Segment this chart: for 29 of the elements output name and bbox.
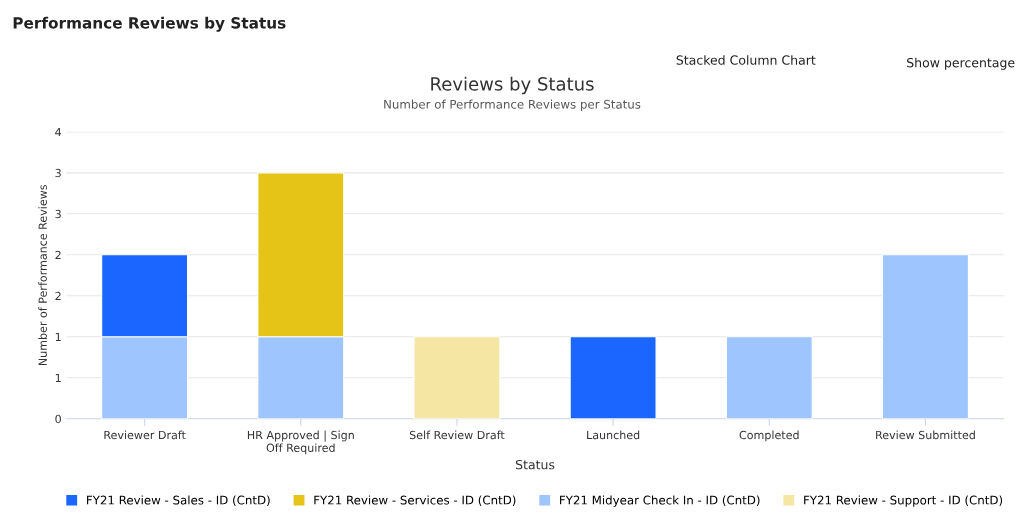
y-tick-label: 3 bbox=[55, 168, 61, 178]
legend-label: FY21 Review - Sales - ID (CntD) bbox=[87, 495, 270, 506]
y-tick-label: 3 bbox=[55, 209, 61, 219]
y-tick-label: 0 bbox=[55, 414, 61, 424]
y-tick-label: 2 bbox=[55, 250, 61, 260]
x-tick-label: HR Approved | Sign Off Required bbox=[247, 430, 354, 455]
text: Show percentage bbox=[907, 57, 1015, 70]
y-axis-title: Number of Performance Reviews bbox=[38, 184, 47, 366]
bar bbox=[881, 254, 969, 419]
x-tick-label: Reviewer Draft bbox=[104, 430, 186, 440]
legend-label: FY21 Review - Support - ID (CntD) bbox=[804, 495, 1003, 507]
legend-label: FY21 Midyear Check In - ID (CntD) bbox=[560, 495, 760, 507]
x-axis-title: Status bbox=[515, 459, 555, 470]
legend-label: FY21 Review - Services - ID (CntD) bbox=[314, 495, 516, 506]
y-tick-label: 1 bbox=[55, 332, 61, 342]
x-tick-label: Self Review Draft bbox=[409, 430, 505, 440]
chart-title: Reviews by Status bbox=[431, 76, 594, 95]
x-tick-label: Completed bbox=[739, 430, 799, 442]
chart-subtitle: Number of Performance Reviews per Status bbox=[384, 99, 641, 112]
y-tick-label: 1 bbox=[55, 373, 61, 382]
bar bbox=[569, 336, 657, 419]
x-tick-label: Review Submitted bbox=[876, 430, 975, 440]
text: Performance Reviews by Status bbox=[13, 16, 286, 32]
x-tick-label: Launched bbox=[587, 430, 640, 440]
text: Stacked Column Chart bbox=[676, 55, 816, 65]
bar bbox=[725, 336, 813, 419]
y-tick-label: 2 bbox=[55, 291, 61, 301]
bar bbox=[413, 336, 501, 419]
y-tick-label: 4 bbox=[55, 127, 62, 137]
